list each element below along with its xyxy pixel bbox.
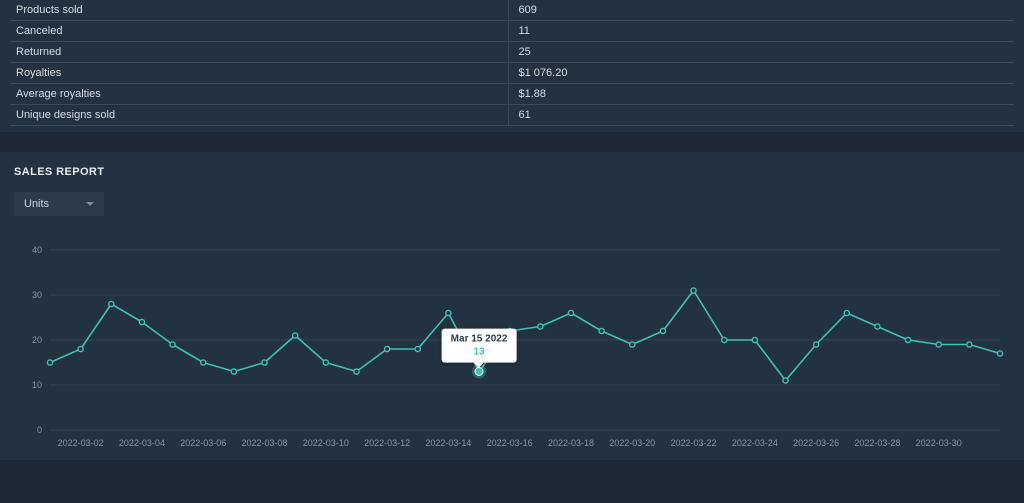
svg-text:2022-03-22: 2022-03-22 bbox=[671, 438, 717, 448]
svg-text:2022-03-04: 2022-03-04 bbox=[119, 438, 165, 448]
stats-panel: Products sold609Canceled11Returned25Roya… bbox=[0, 0, 1024, 132]
stats-label: Products sold bbox=[10, 0, 508, 21]
stats-value: 609 bbox=[508, 0, 1014, 21]
table-row: Royalties$1 076.20 bbox=[10, 63, 1014, 84]
sales-report-title: SALES REPORT bbox=[14, 166, 1010, 178]
svg-text:20: 20 bbox=[32, 335, 42, 345]
svg-text:2022-03-10: 2022-03-10 bbox=[303, 438, 349, 448]
table-row: Canceled11 bbox=[10, 21, 1014, 42]
svg-text:2022-03-30: 2022-03-30 bbox=[916, 438, 962, 448]
stats-value: 25 bbox=[508, 42, 1014, 63]
svg-text:2022-03-24: 2022-03-24 bbox=[732, 438, 778, 448]
stats-label: Canceled bbox=[10, 21, 508, 42]
stats-label: Royalties bbox=[10, 63, 508, 84]
svg-text:2022-03-18: 2022-03-18 bbox=[548, 438, 594, 448]
sales-chart-container: 0 10 20 30 40 2022-03-02 2022-03-04 2022-03-06 2… bbox=[14, 240, 1010, 460]
sales-line-chart: 0 10 20 30 40 2022-03-02 2022-03-04 2022-03-06 2… bbox=[14, 240, 1010, 460]
table-row: Average royalties$1.88 bbox=[10, 84, 1014, 105]
svg-text:0: 0 bbox=[37, 425, 42, 435]
svg-text:2022-03-26: 2022-03-26 bbox=[793, 438, 839, 448]
stats-label: Average royalties bbox=[10, 84, 508, 105]
svg-text:40: 40 bbox=[32, 245, 42, 255]
table-row: Returned25 bbox=[10, 42, 1014, 63]
stats-value: $1.88 bbox=[508, 84, 1014, 105]
svg-text:2022-03-02: 2022-03-02 bbox=[58, 438, 104, 448]
svg-text:2022-03-16: 2022-03-16 bbox=[487, 438, 533, 448]
panel-gap bbox=[0, 132, 1024, 152]
chevron-down-icon bbox=[86, 202, 94, 206]
svg-text:2022-03-20: 2022-03-20 bbox=[609, 438, 655, 448]
svg-text:10: 10 bbox=[32, 380, 42, 390]
stats-table-body: Products sold609Canceled11Returned25Roya… bbox=[10, 0, 1014, 126]
svg-text:30: 30 bbox=[32, 290, 42, 300]
stats-value: 61 bbox=[508, 105, 1014, 126]
stats-label: Returned bbox=[10, 42, 508, 63]
table-row: Unique designs sold61 bbox=[10, 105, 1014, 126]
units-dropdown[interactable]: Units bbox=[14, 192, 104, 216]
svg-text:2022-03-14: 2022-03-14 bbox=[425, 438, 471, 448]
stats-value: $1 076.20 bbox=[508, 63, 1014, 84]
svg-text:2022-03-08: 2022-03-08 bbox=[241, 438, 287, 448]
stats-value: 11 bbox=[508, 21, 1014, 42]
svg-text:2022-03-28: 2022-03-28 bbox=[854, 438, 900, 448]
svg-text:2022-03-12: 2022-03-12 bbox=[364, 438, 410, 448]
stats-label: Unique designs sold bbox=[10, 105, 508, 126]
svg-text:2022-03-06: 2022-03-06 bbox=[180, 438, 226, 448]
stats-table: Products sold609Canceled11Returned25Roya… bbox=[10, 0, 1014, 126]
table-row: Products sold609 bbox=[10, 0, 1014, 21]
units-dropdown-label: Units bbox=[24, 198, 49, 210]
sales-report-panel: SALES REPORT Units 0 10 20 30 40 2022-03-02 20… bbox=[0, 152, 1024, 460]
